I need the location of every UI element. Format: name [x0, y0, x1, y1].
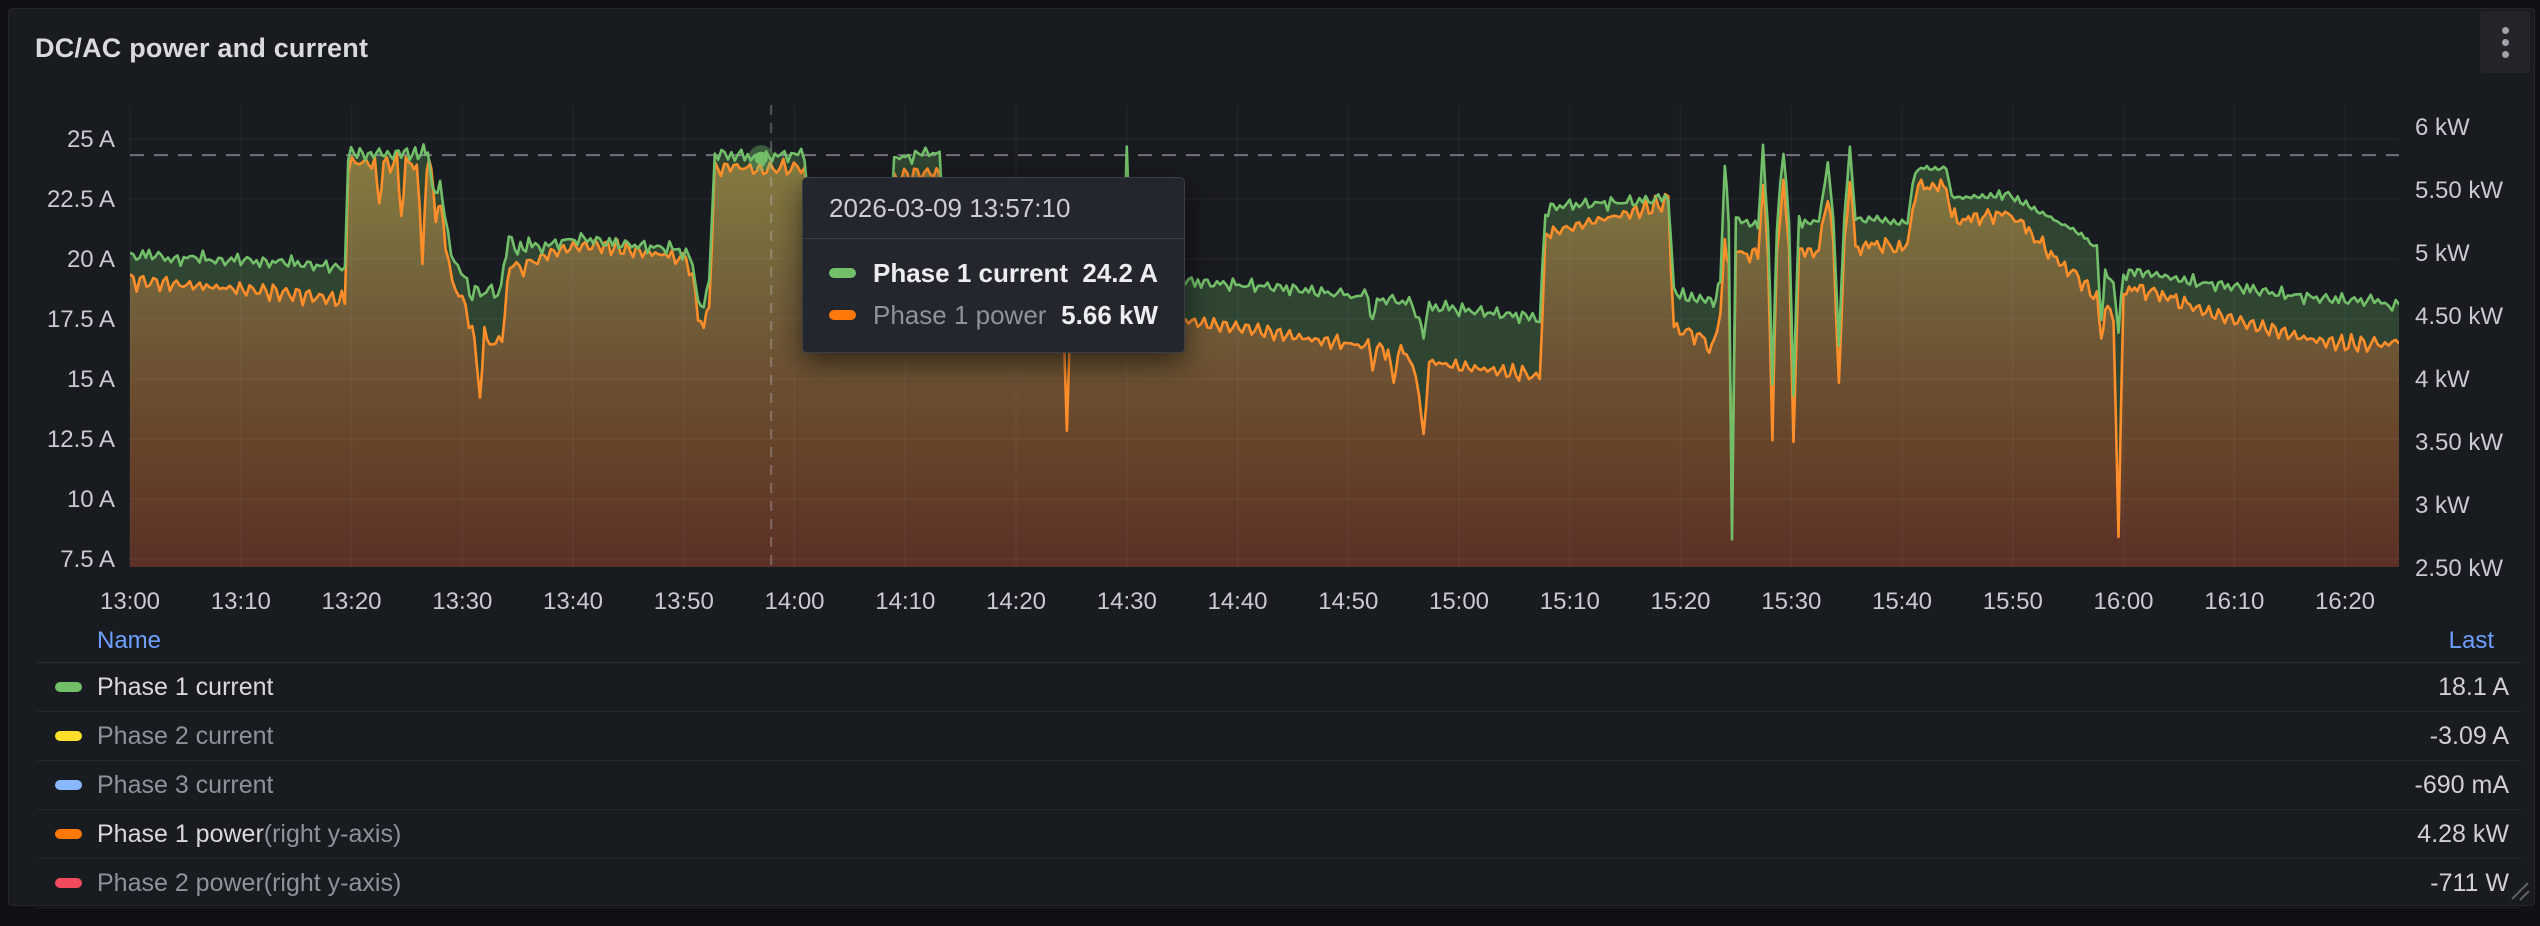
svg-text:13:50: 13:50 [654, 588, 714, 615]
legend-name-header[interactable]: Name [97, 626, 162, 654]
svg-text:3 kW: 3 kW [2415, 492, 2470, 519]
svg-text:3.50 kW: 3.50 kW [2415, 429, 2503, 456]
legend-series-name: Phase 2 current [97, 721, 274, 750]
series-color-pill [55, 682, 82, 692]
svg-text:16:20: 16:20 [2315, 588, 2375, 615]
resize-grip-icon [2511, 882, 2530, 901]
legend-row-phase1-current[interactable]: Phase 1 current 18.1 A [37, 663, 2521, 712]
svg-text:13:30: 13:30 [432, 588, 492, 615]
panel-resize-handle[interactable] [2502, 873, 2532, 903]
series-color-pill [829, 268, 856, 278]
series-color-pill [55, 829, 82, 839]
svg-text:15:50: 15:50 [1983, 588, 2043, 615]
legend-row-phase1-power[interactable]: Phase 1 power (right y-axis) 4.28 kW [37, 810, 2521, 859]
legend-row-phase2-power[interactable]: Phase 2 power (right y-axis) -711 W [37, 859, 2521, 908]
legend-series-name: Phase 1 power [97, 819, 264, 848]
legend-row-phase2-current[interactable]: Phase 2 current -3.09 A [37, 712, 2521, 761]
legend-last-value: -3.09 A [2429, 721, 2509, 750]
tooltip-row: Phase 1 current 24.2 A [829, 252, 1158, 294]
svg-text:16:10: 16:10 [2204, 588, 2264, 615]
time-series-chart[interactable]: 13:00 13:10 13:20 13:30 13:40 13:50 14:00 14:10… [9, 9, 2540, 921]
tooltip-row: Phase 1 power 5.66 kW [829, 294, 1158, 336]
svg-text:22.5 A: 22.5 A [47, 186, 115, 213]
grafana-panel: DC/AC power and current 13:00 13:10 13:20 1… [8, 8, 2535, 908]
legend-series-suffix: (right y-axis) [263, 868, 402, 897]
series-color-pill [55, 780, 82, 790]
svg-text:20 A: 20 A [67, 246, 115, 273]
svg-text:4.50 kW: 4.50 kW [2415, 303, 2503, 330]
svg-text:14:30: 14:30 [1097, 588, 1157, 615]
svg-text:14:40: 14:40 [1207, 588, 1267, 615]
svg-text:12.5 A: 12.5 A [47, 426, 115, 453]
legend-series-name: Phase 3 current [97, 770, 274, 799]
legend-series-name: Phase 2 power [97, 868, 264, 897]
tooltip-series-value: 24.2 A [1082, 257, 1158, 288]
series-color-pill [55, 878, 82, 888]
kebab-menu-icon [2501, 26, 2509, 58]
svg-text:5.50 kW: 5.50 kW [2415, 177, 2503, 204]
legend-last-value: -690 mA [2414, 770, 2509, 799]
tooltip-series-value: 5.66 kW [1061, 299, 1158, 330]
svg-text:2.50 kW: 2.50 kW [2415, 555, 2503, 582]
svg-text:15:20: 15:20 [1650, 588, 1710, 615]
svg-text:13:20: 13:20 [321, 588, 381, 615]
panel-title: DC/AC power and current [35, 33, 369, 63]
svg-text:14:50: 14:50 [1318, 588, 1378, 615]
series-color-pill [55, 731, 82, 741]
svg-text:14:10: 14:10 [875, 588, 935, 615]
svg-text:4 kW: 4 kW [2415, 366, 2470, 393]
svg-text:13:00: 13:00 [100, 588, 160, 615]
svg-text:15:00: 15:00 [1429, 588, 1489, 615]
svg-text:14:20: 14:20 [986, 588, 1046, 615]
legend-series-name: Phase 1 current [97, 672, 274, 701]
svg-text:15:40: 15:40 [1872, 588, 1932, 615]
svg-text:15 A: 15 A [67, 366, 115, 393]
legend-series-suffix: (right y-axis) [263, 819, 402, 848]
svg-text:15:30: 15:30 [1761, 588, 1821, 615]
legend-last-header[interactable]: Last [2448, 626, 2494, 654]
legend-row-phase3-current[interactable]: Phase 3 current -690 mA [37, 761, 2521, 810]
chart-tooltip: 2026-03-09 13:57:10 Phase 1 current 24.2… [802, 177, 1185, 353]
svg-text:15:10: 15:10 [1540, 588, 1600, 615]
svg-text:14:00: 14:00 [764, 588, 824, 615]
svg-text:16:00: 16:00 [2093, 588, 2153, 615]
legend-last-value: -711 W [2430, 868, 2509, 897]
svg-text:25 A: 25 A [67, 126, 115, 153]
legend-table: Name Last Phase 1 current 18.1 A Phase 2… [37, 619, 2521, 908]
legend-header-row: Name Last [37, 619, 2521, 663]
series-color-pill [829, 310, 856, 320]
tooltip-series-name: Phase 1 current [873, 257, 1069, 288]
svg-text:13:10: 13:10 [211, 588, 271, 615]
tooltip-series-name: Phase 1 power [873, 299, 1047, 330]
tooltip-timestamp: 2026-03-09 13:57:10 [803, 178, 1184, 239]
svg-text:10 A: 10 A [67, 486, 115, 513]
svg-text:13:40: 13:40 [543, 588, 603, 615]
legend-last-value: 4.28 kW [2417, 819, 2509, 848]
svg-text:17.5 A: 17.5 A [47, 306, 115, 333]
svg-text:6 kW: 6 kW [2415, 114, 2470, 141]
svg-text:7.5 A: 7.5 A [60, 546, 115, 573]
legend-last-value: 18.1 A [2438, 672, 2509, 701]
svg-text:5 kW: 5 kW [2415, 240, 2470, 267]
panel-menu-button[interactable] [2480, 11, 2530, 73]
